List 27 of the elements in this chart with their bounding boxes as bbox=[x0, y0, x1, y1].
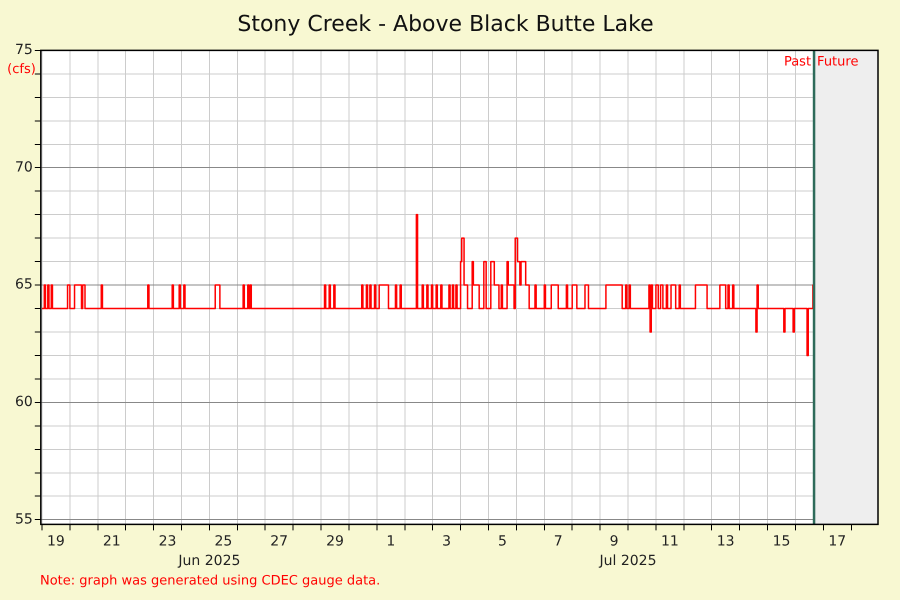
text: Note: graph was generated using CDEC gauge data. bbox=[40, 573, 380, 588]
x-tick-label: 5 bbox=[498, 533, 507, 550]
ref-line-label: Past bbox=[784, 54, 812, 70]
x-tick-label: 13 bbox=[716, 533, 735, 550]
x-tick-label: 3 bbox=[442, 533, 452, 550]
x-tick-label: 17 bbox=[828, 533, 846, 550]
x-tick-label: 21 bbox=[102, 533, 121, 550]
y-axis-title: (cfs) bbox=[7, 62, 36, 77]
x-tick-label: 11 bbox=[660, 533, 679, 550]
x-tick-label: 27 bbox=[270, 533, 288, 550]
x-tick-label: 29 bbox=[326, 533, 344, 550]
chart-title: Stony Creek - Above Black Butte Lake bbox=[237, 12, 654, 37]
x-tick-label: 23 bbox=[158, 533, 176, 550]
x2-tick-label: Jun 2025 bbox=[177, 553, 240, 570]
x-tick-label: 7 bbox=[554, 533, 563, 550]
x-tick-label: 9 bbox=[610, 533, 619, 550]
y-tick-label: 65 bbox=[14, 276, 33, 293]
band-label: Future bbox=[817, 54, 858, 70]
y-tick-label: 70 bbox=[14, 159, 33, 176]
y-tick-label: 55 bbox=[14, 511, 33, 528]
x-tick-label: 15 bbox=[772, 533, 790, 550]
x-tick-label: 25 bbox=[214, 533, 232, 550]
x-tick-label: 19 bbox=[47, 533, 65, 550]
y-tick-label: 60 bbox=[14, 394, 33, 410]
x2-tick-label: Jul 2025 bbox=[598, 553, 656, 570]
y-tick-label: 75 bbox=[14, 42, 33, 58]
x-tick-label: 1 bbox=[386, 533, 396, 550]
